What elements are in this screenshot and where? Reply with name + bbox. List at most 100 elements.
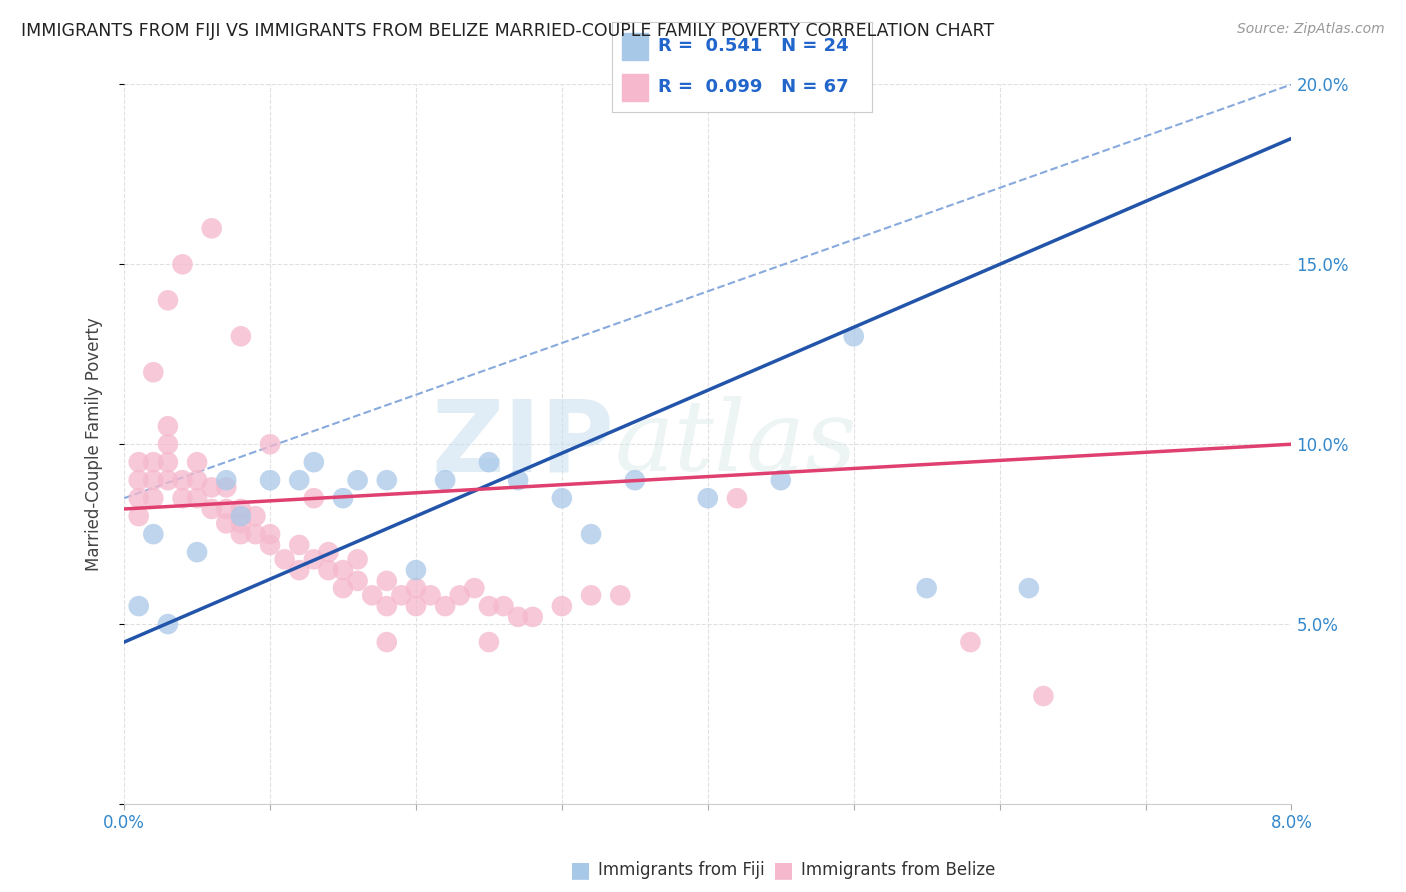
Point bbox=[332, 563, 354, 577]
Point bbox=[172, 257, 194, 271]
Point bbox=[215, 502, 238, 516]
Text: atlas: atlas bbox=[614, 397, 858, 491]
Point bbox=[245, 527, 267, 541]
Point bbox=[288, 563, 311, 577]
Point bbox=[492, 599, 515, 613]
Text: Source: ZipAtlas.com: Source: ZipAtlas.com bbox=[1237, 22, 1385, 37]
Point bbox=[172, 491, 194, 505]
Point bbox=[959, 635, 981, 649]
Point bbox=[1018, 581, 1040, 595]
Point bbox=[288, 538, 311, 552]
Point bbox=[156, 419, 179, 434]
Point bbox=[229, 527, 252, 541]
Text: R =  0.099   N = 67: R = 0.099 N = 67 bbox=[658, 78, 849, 96]
Point bbox=[229, 509, 252, 524]
Point bbox=[506, 473, 529, 487]
Point bbox=[259, 473, 281, 487]
Point bbox=[156, 437, 179, 451]
Point bbox=[288, 473, 311, 487]
Point bbox=[215, 516, 238, 531]
Point bbox=[156, 293, 179, 308]
Point bbox=[142, 491, 165, 505]
Point bbox=[405, 563, 427, 577]
Point bbox=[128, 455, 150, 469]
Point bbox=[229, 502, 252, 516]
Point bbox=[375, 599, 398, 613]
Text: Immigrants from Fiji: Immigrants from Fiji bbox=[598, 861, 765, 879]
Point bbox=[156, 455, 179, 469]
Point bbox=[318, 563, 340, 577]
Point bbox=[624, 473, 647, 487]
Point bbox=[302, 455, 325, 469]
Point bbox=[259, 437, 281, 451]
Point bbox=[375, 574, 398, 588]
Text: Immigrants from Belize: Immigrants from Belize bbox=[801, 861, 995, 879]
Point bbox=[696, 491, 718, 505]
Point bbox=[259, 538, 281, 552]
Point bbox=[186, 455, 208, 469]
Point bbox=[478, 599, 501, 613]
Point bbox=[609, 588, 631, 602]
Point bbox=[142, 365, 165, 379]
Point bbox=[229, 516, 252, 531]
Point bbox=[506, 610, 529, 624]
Point bbox=[389, 588, 412, 602]
Text: ■: ■ bbox=[773, 860, 794, 880]
Point bbox=[128, 509, 150, 524]
Point bbox=[201, 221, 224, 235]
Point bbox=[449, 588, 471, 602]
Point bbox=[842, 329, 865, 343]
Point bbox=[229, 329, 252, 343]
Text: ZIP: ZIP bbox=[432, 396, 614, 492]
Point bbox=[769, 473, 792, 487]
Point bbox=[156, 473, 179, 487]
Text: R =  0.541   N = 24: R = 0.541 N = 24 bbox=[658, 37, 849, 55]
Point bbox=[551, 599, 574, 613]
Point bbox=[579, 588, 602, 602]
Point bbox=[579, 527, 602, 541]
Point bbox=[128, 491, 150, 505]
Point bbox=[478, 455, 501, 469]
Y-axis label: Married-Couple Family Poverty: Married-Couple Family Poverty bbox=[86, 318, 103, 571]
Point bbox=[434, 473, 457, 487]
Point bbox=[156, 617, 179, 632]
Point bbox=[201, 480, 224, 494]
Point bbox=[405, 581, 427, 595]
Point bbox=[332, 491, 354, 505]
Point bbox=[332, 581, 354, 595]
Point bbox=[142, 455, 165, 469]
Bar bbox=[621, 33, 648, 60]
Text: ■: ■ bbox=[569, 860, 591, 880]
Point bbox=[551, 491, 574, 505]
Point bbox=[215, 480, 238, 494]
Point bbox=[201, 502, 224, 516]
Point bbox=[419, 588, 441, 602]
Point bbox=[361, 588, 384, 602]
Point bbox=[142, 527, 165, 541]
Point bbox=[1032, 689, 1054, 703]
Point bbox=[142, 473, 165, 487]
Point bbox=[522, 610, 544, 624]
Point bbox=[915, 581, 938, 595]
Point bbox=[259, 527, 281, 541]
Point bbox=[725, 491, 748, 505]
Point bbox=[245, 509, 267, 524]
Point bbox=[434, 599, 457, 613]
Point bbox=[346, 473, 368, 487]
Point bbox=[346, 552, 368, 566]
Point bbox=[375, 635, 398, 649]
Point bbox=[302, 552, 325, 566]
Point bbox=[302, 491, 325, 505]
Text: IMMIGRANTS FROM FIJI VS IMMIGRANTS FROM BELIZE MARRIED-COUPLE FAMILY POVERTY COR: IMMIGRANTS FROM FIJI VS IMMIGRANTS FROM … bbox=[21, 22, 994, 40]
Point bbox=[128, 473, 150, 487]
Bar bbox=[621, 74, 648, 101]
Point bbox=[375, 473, 398, 487]
Point bbox=[186, 491, 208, 505]
Point bbox=[346, 574, 368, 588]
Point bbox=[186, 473, 208, 487]
Point bbox=[405, 599, 427, 613]
Point bbox=[463, 581, 485, 595]
Point bbox=[478, 635, 501, 649]
Point bbox=[215, 473, 238, 487]
Point bbox=[318, 545, 340, 559]
